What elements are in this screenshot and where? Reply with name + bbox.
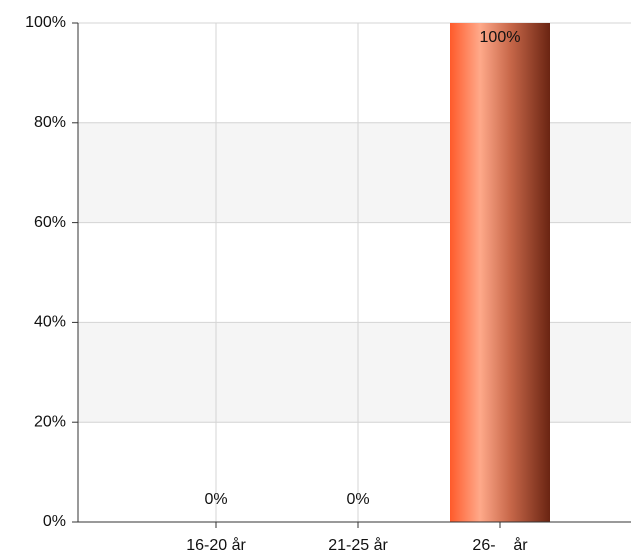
value-label: 0% — [204, 491, 227, 508]
y-tick-label: 60% — [34, 214, 66, 231]
y-tick-label: 100% — [25, 14, 66, 31]
y-tick-label: 0% — [43, 513, 66, 530]
bar — [450, 23, 550, 522]
x-tick-label: 21-25 år — [328, 536, 388, 554]
value-label: 100% — [480, 29, 521, 46]
x-tick-label: 16-20 år — [186, 536, 246, 554]
value-label: 0% — [346, 491, 369, 508]
y-tick-label: 20% — [34, 413, 66, 430]
y-tick-label: 80% — [34, 114, 66, 131]
x-tick-label: 26- år — [472, 536, 528, 554]
y-tick-label: 40% — [34, 314, 66, 331]
